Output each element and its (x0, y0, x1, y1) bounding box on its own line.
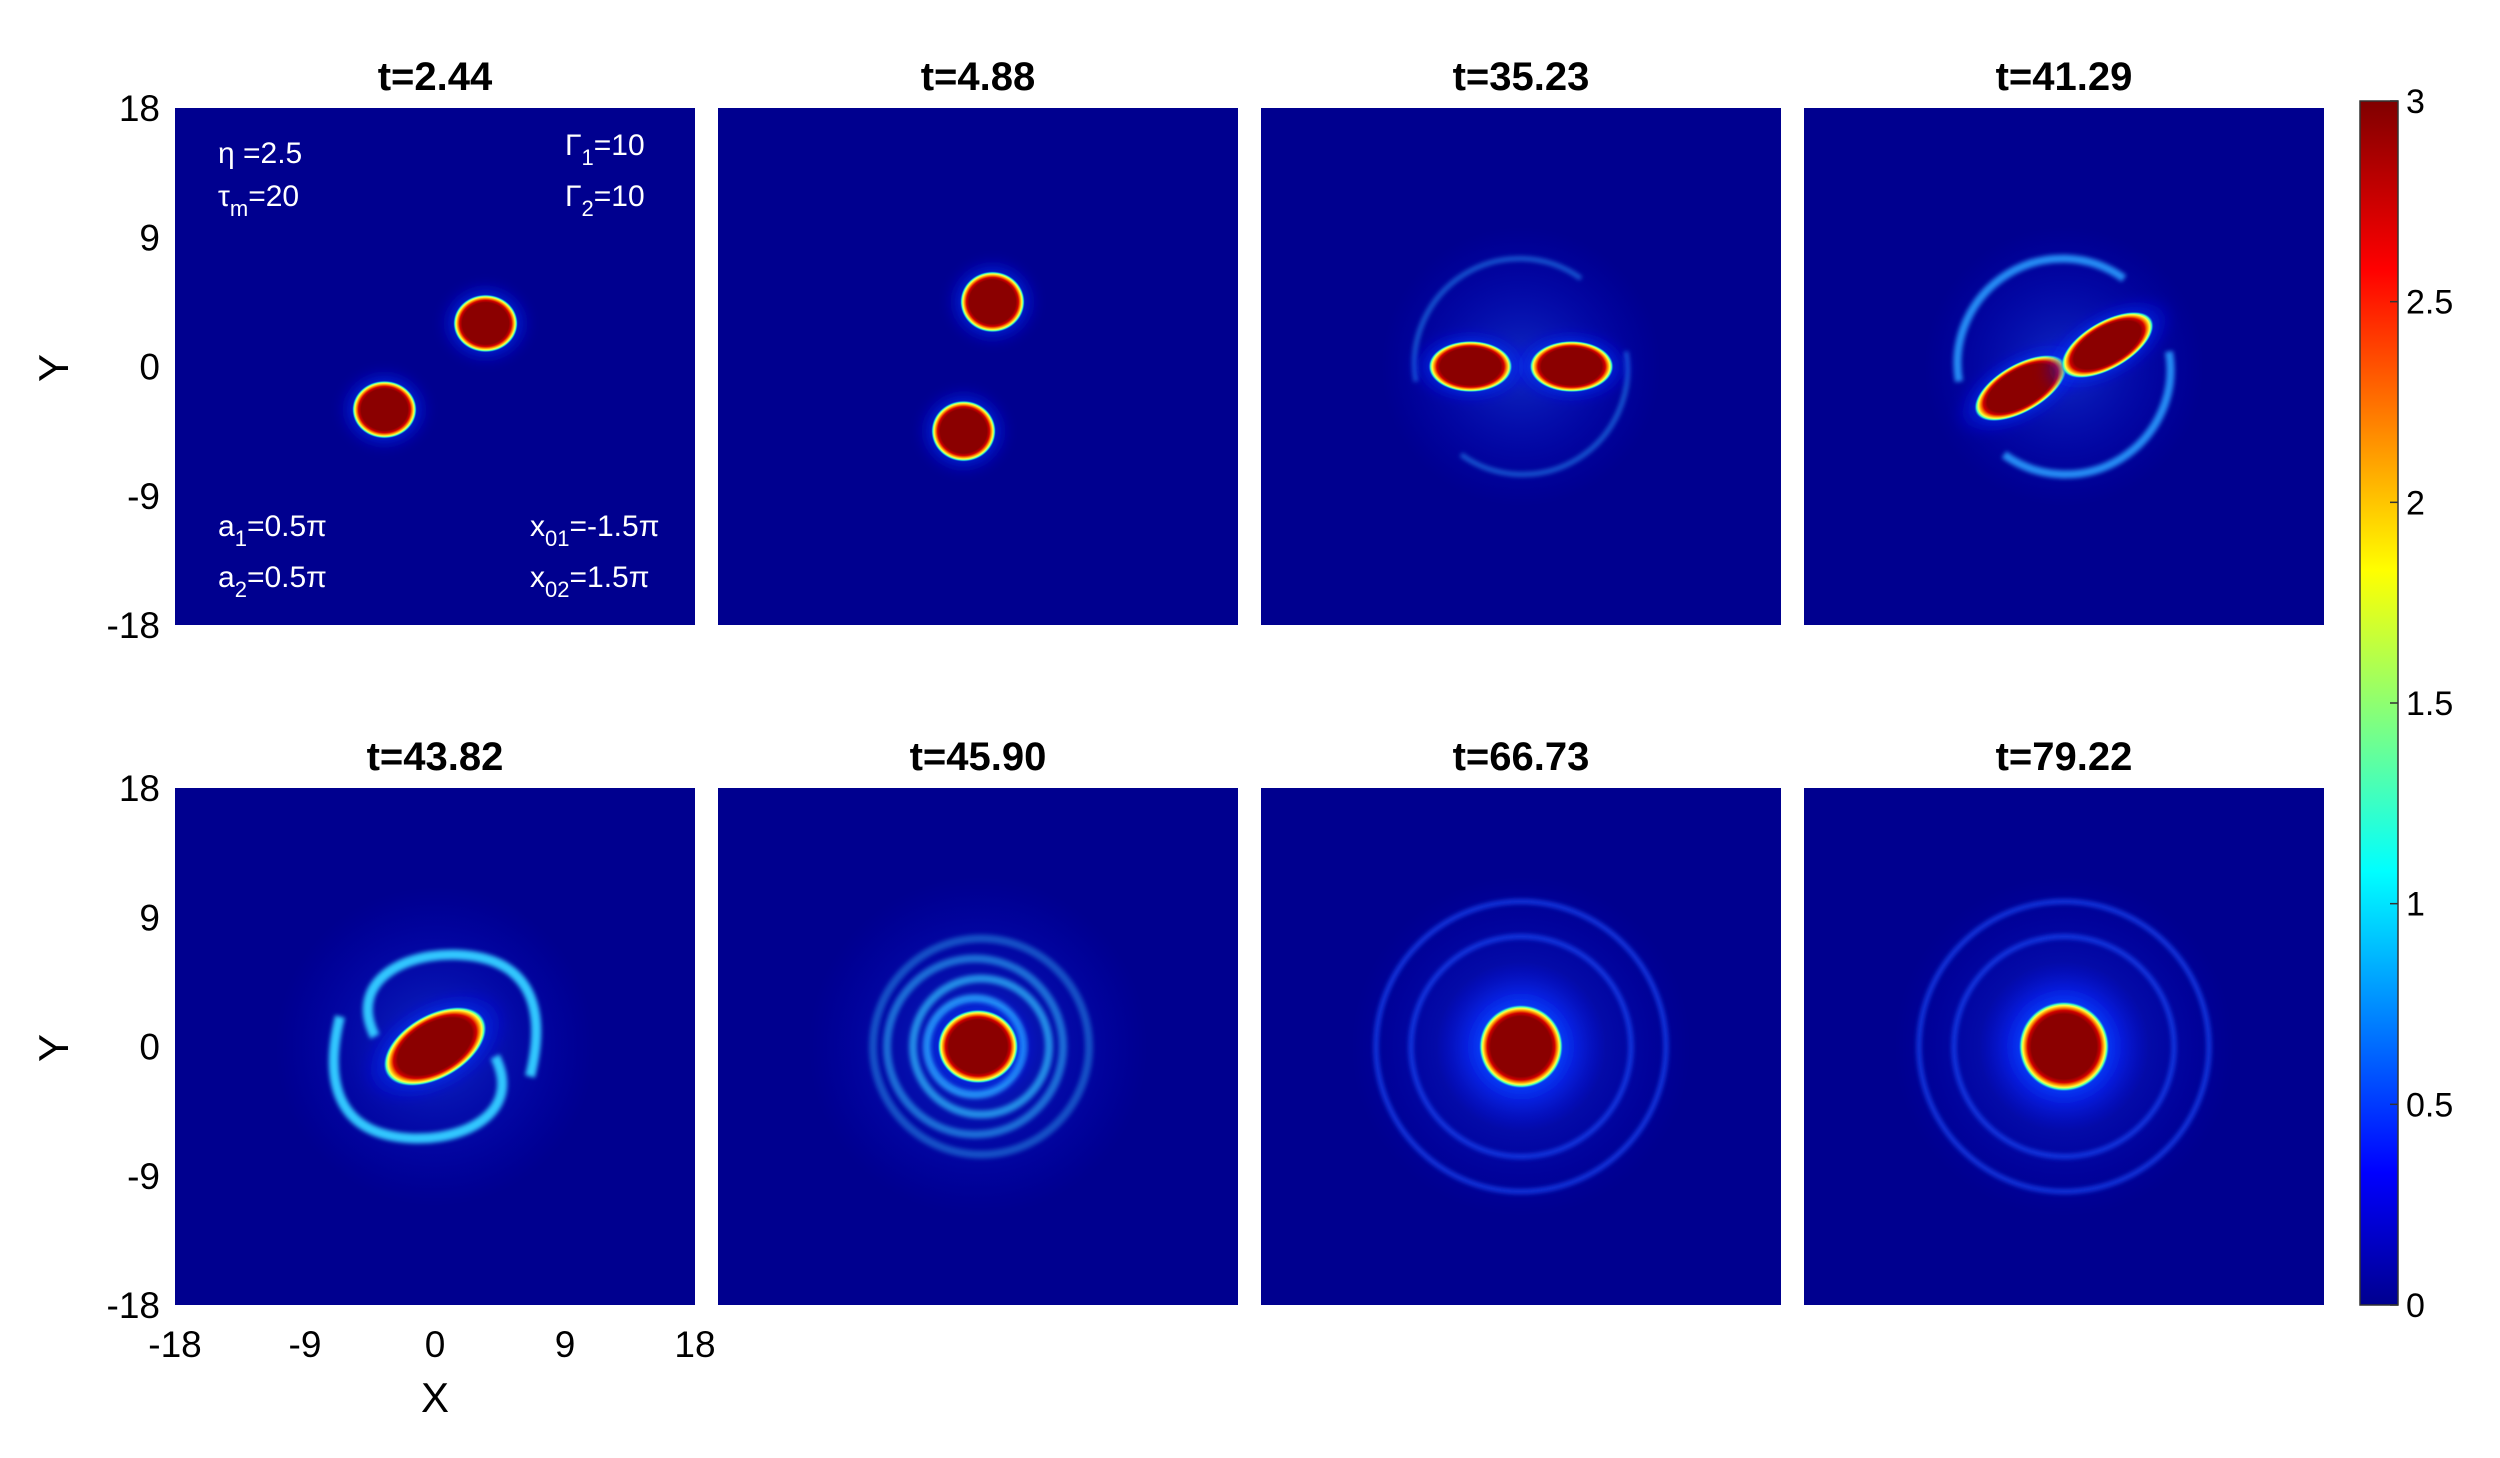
panel-title: t=43.82 (367, 735, 504, 779)
panel-title: t=79.22 (1996, 735, 2133, 779)
vortex-filament (1411, 256, 1583, 382)
wave-ring (1373, 899, 1669, 1194)
vortex-core (2060, 311, 2154, 379)
x-tick-label: 18 (674, 1324, 715, 1365)
vortex-core (960, 271, 1025, 333)
y-tick-label: -9 (127, 1156, 160, 1197)
annot-a2: a2=0.5π (218, 561, 327, 602)
panel-background (718, 108, 1238, 625)
x-tick-label: 9 (555, 1324, 576, 1365)
annot-eta: η =2.5 (218, 137, 302, 170)
spiral-arm (328, 1015, 507, 1144)
y-tick-label: 0 (139, 1027, 160, 1068)
vortex-filament (1953, 254, 2127, 383)
panel-6: t=45.90 (718, 735, 1238, 1305)
vortex-core (2018, 1001, 2110, 1092)
panel-title: t=35.23 (1453, 55, 1590, 99)
wave-ring (1951, 934, 2177, 1159)
annot-a1: a1=0.5π (218, 510, 327, 551)
y-axis-label-top: Y (30, 354, 77, 382)
y-tick-label: -18 (107, 1285, 160, 1326)
y-tick-label: 9 (139, 217, 160, 258)
x-tick-label: 0 (425, 1324, 446, 1365)
colorbar-tick-label: 1 (2406, 886, 2425, 924)
spiral-ring (909, 974, 1053, 1119)
panel-1: t=2.44 (175, 55, 695, 625)
panel-title: t=41.29 (1996, 55, 2133, 99)
y-tick-label: -9 (127, 476, 160, 517)
colorbar: 3 2.5 2 1.5 1 0.5 0 (2359, 83, 2453, 1325)
y-tick-label: 18 (119, 768, 160, 809)
vortex-core (1529, 340, 1614, 393)
vortex-core (1428, 340, 1513, 393)
annot-gamma1: Γ1=10 (565, 129, 645, 170)
panel-7: t=66.73 (1261, 735, 1781, 1305)
annot-tau: τm=20 (218, 180, 299, 221)
vortex-filament (2001, 350, 2175, 479)
spiral-ring (869, 934, 1093, 1159)
colorbar-ticks: 3 2.5 2 1.5 1 0.5 0 (2390, 83, 2453, 1325)
annot-x02: x02=1.5π (530, 561, 649, 602)
y-tick-label: 18 (119, 88, 160, 129)
panel-8: t=79.22 (1804, 735, 2324, 1305)
vortex-core (383, 1006, 487, 1087)
wave-ring (1916, 899, 2212, 1194)
annot-x01: x01=-1.5π (530, 510, 659, 551)
x-tick-label: -18 (148, 1324, 201, 1365)
panel-title: t=2.44 (378, 55, 493, 99)
y-axis-label-bottom: Y (30, 1034, 77, 1062)
wave-ring (1408, 934, 1634, 1159)
y-tick-label: 9 (139, 897, 160, 938)
panel-5: t=43.82 (175, 735, 695, 1305)
vortex-core (1478, 1004, 1564, 1089)
colorbar-tick-label: 1.5 (2406, 685, 2453, 723)
panel-title: t=45.90 (910, 735, 1047, 779)
annot-gamma2: Γ2=10 (565, 180, 645, 221)
y-tick-label: -18 (107, 605, 160, 646)
panel-4: t=41.29 (1804, 55, 2324, 625)
colorbar-tick-label: 2.5 (2406, 284, 2453, 322)
y-tick-label: 0 (139, 347, 160, 388)
panel-background (175, 108, 695, 625)
x-tick-label: -9 (289, 1324, 322, 1365)
colorbar-tick-label: 0 (2406, 1287, 2425, 1325)
panel-2: t=4.88 (718, 55, 1238, 625)
colorbar-tick-label: 2 (2406, 484, 2425, 522)
vortex-filament (1459, 351, 1631, 477)
panel-title: t=66.73 (1453, 735, 1590, 779)
vortex-core (931, 400, 996, 462)
colorbar-tick-label: 0.5 (2406, 1086, 2453, 1124)
panel-3: t=35.23 (1261, 55, 1781, 625)
vortex-core (453, 294, 518, 353)
spiral-arm (363, 949, 542, 1078)
panel-title: t=4.88 (921, 55, 1036, 99)
parameter-annotations: η =2.5 τm=20 Γ1=10 Γ2=10 a1=0.5π a2=0.5π… (218, 129, 659, 602)
vortex-core (352, 380, 417, 439)
colorbar-tick-label: 3 (2406, 83, 2425, 121)
panels-layer: t=2.44 t=4.88 t=35.23 t=41.29 t=43.82 t=45.90… (175, 55, 2324, 1305)
vortex-core (937, 1009, 1019, 1084)
x-axis-label: X (421, 1374, 449, 1421)
spiral-ring (883, 954, 1067, 1139)
